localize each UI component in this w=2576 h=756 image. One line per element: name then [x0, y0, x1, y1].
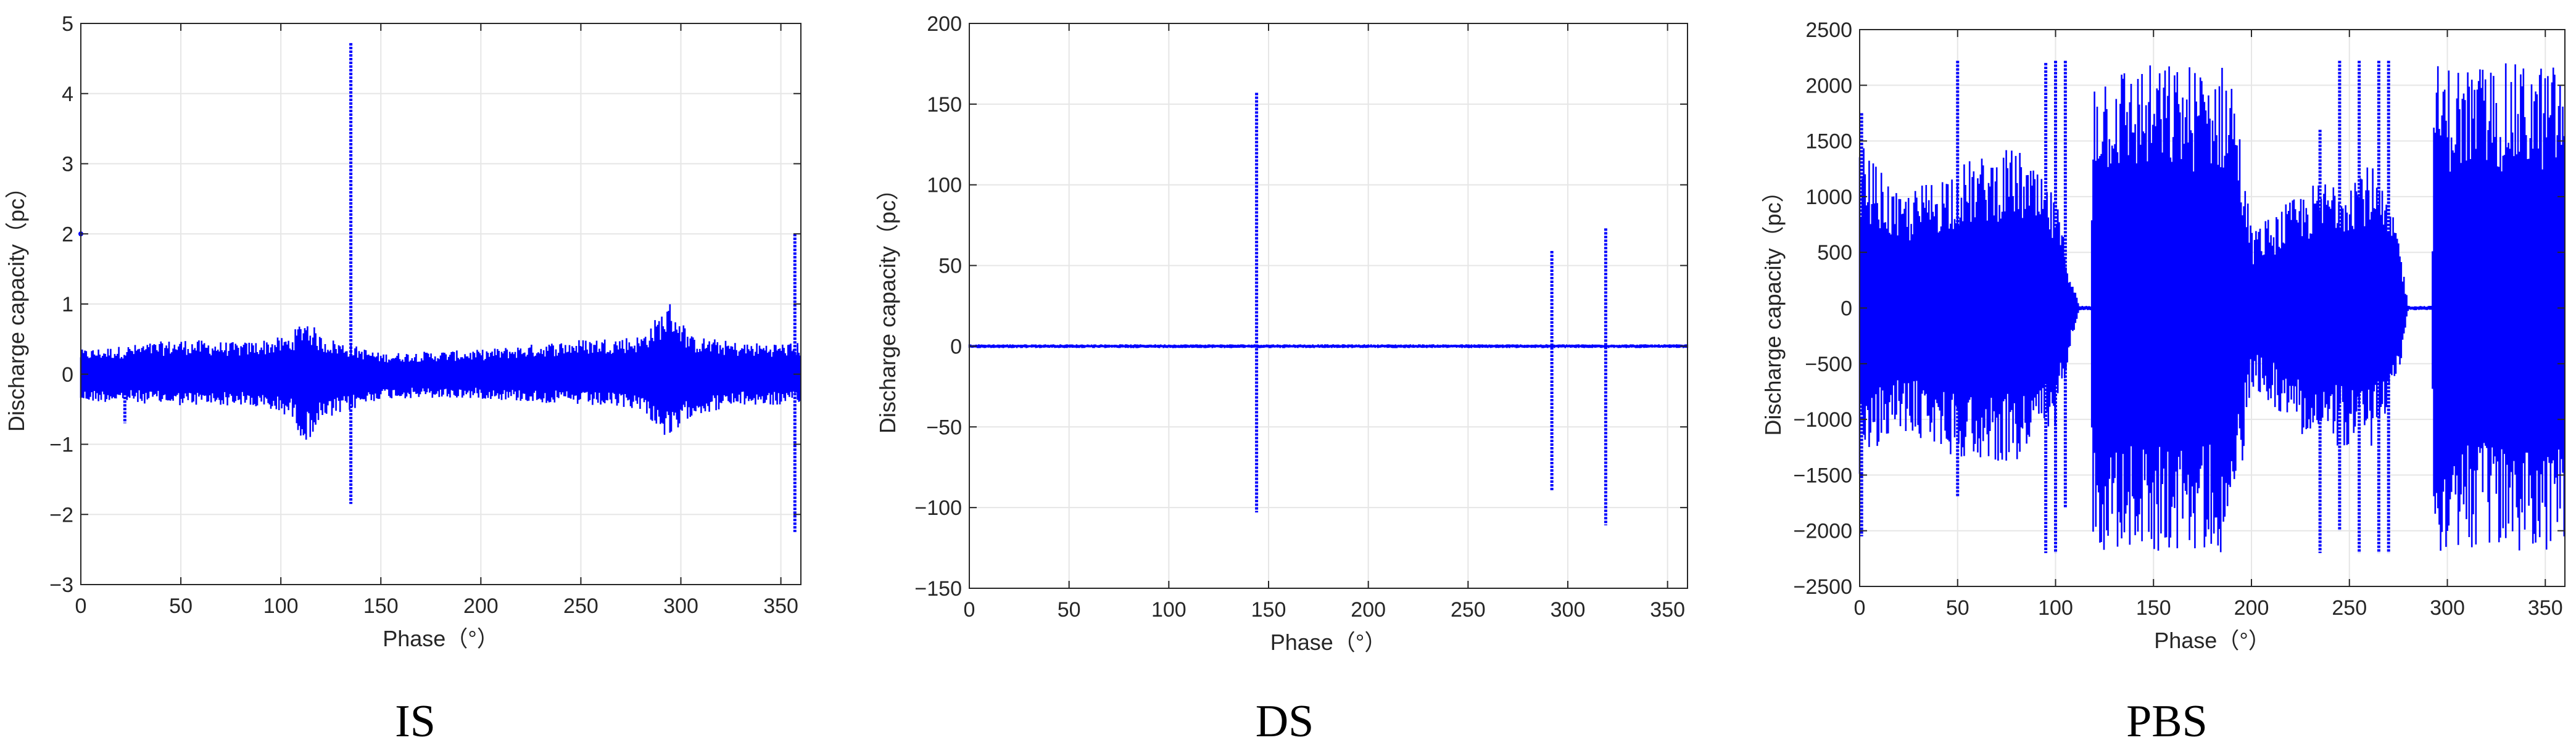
y-axis-label: Discharge capacity（pc）	[4, 176, 29, 432]
series-points	[80, 304, 801, 440]
x-tick-label: 200	[2234, 596, 2269, 620]
chart-is: 0 50 100 150 200 250 300 350 −3 −2 −1 0 1 2 3 4 5 Phase（°…	[4, 12, 801, 651]
y-tick-label: 0	[62, 363, 73, 387]
y-tick-label: 100	[927, 174, 962, 197]
y-tick-label: 1500	[1805, 130, 1852, 154]
y-tick-label: 500	[1817, 241, 1852, 265]
x-tick-label: 50	[1058, 598, 1081, 622]
chart-pbs: 0 50 100 150 200 250 300 350 −2500 −2000 −1500 −100…	[1760, 18, 2566, 653]
y-axis-label: Discharge capacity（pc）	[875, 178, 900, 433]
chart-panel-is: 0 50 100 150 200 250 300 350 −3 −2 −1 0 1 2 3 4 5 Phase（°…	[0, 0, 821, 756]
x-tick-label: 250	[563, 594, 598, 618]
y-tick-label: −1	[49, 433, 73, 457]
x-axis-label: Phase（°）	[2154, 628, 2270, 653]
x-tick-label: 150	[1251, 598, 1286, 622]
x-tick-label: 350	[2528, 596, 2563, 620]
y-tick-label: 5	[62, 12, 73, 36]
x-tick-label: 200	[1351, 598, 1386, 622]
y-tick-label: 50	[938, 255, 962, 278]
y-tick-label: 150	[927, 93, 962, 117]
y-tick-label: 0	[950, 335, 962, 358]
x-tick-label: 200	[463, 594, 499, 618]
y-tick-label: 4	[62, 83, 73, 106]
chart-caption-is: IS	[395, 696, 436, 747]
chart-caption-pbs: PBS	[2126, 696, 2208, 747]
y-tick-label: −150	[914, 577, 962, 601]
y-tick-label: −100	[914, 496, 962, 520]
y-tick-label: −2000	[1794, 520, 1853, 543]
y-tick-label: −500	[1805, 353, 1852, 376]
series-points	[1858, 63, 2566, 553]
x-tick-label: 100	[1151, 598, 1187, 622]
x-tick-label: 0	[75, 594, 87, 618]
x-tick-label: 100	[2038, 596, 2073, 620]
y-tick-label: 3	[62, 153, 73, 176]
y-axis-label: Discharge capacity（pc）	[1760, 180, 1786, 435]
chart-panel-ds: 0 50 100 150 200 250 300 350 −150 −100 −50 0 50 100 15…	[864, 0, 1715, 756]
y-tick-label: 200	[927, 12, 962, 36]
y-tick-label: −2	[49, 503, 73, 527]
series-points	[968, 344, 1689, 348]
y-tick-label: −1500	[1794, 464, 1853, 487]
x-axis-label: Phase（°）	[383, 626, 499, 651]
x-tick-label: 100	[263, 594, 299, 618]
y-tick-label: −3	[49, 573, 73, 597]
x-tick-label: 0	[964, 598, 975, 622]
x-tick-label: 50	[1946, 596, 1969, 620]
chart-panel-pbs: 0 50 100 150 200 250 300 350 −2500 −2000 −1500 −100…	[1746, 0, 2576, 756]
x-tick-label: 300	[663, 594, 698, 618]
y-tick-label: −50	[926, 416, 962, 439]
y-tick-label: 2500	[1805, 18, 1852, 42]
y-tick-label: −2500	[1794, 575, 1853, 599]
chart-caption-ds: DS	[1255, 696, 1314, 747]
x-tick-label: 350	[763, 594, 798, 618]
x-tick-label: 300	[2430, 596, 2465, 620]
x-tick-label: 50	[169, 594, 193, 618]
x-axis-label: Phase（°）	[1270, 630, 1386, 655]
y-tick-label: 1	[62, 293, 73, 316]
x-tick-label: 350	[1650, 598, 1685, 622]
chart-ds: 0 50 100 150 200 250 300 350 −150 −100 −50 0 50 100 15…	[875, 12, 1689, 655]
x-tick-label: 0	[1854, 596, 1866, 620]
x-tick-label: 250	[2332, 596, 2367, 620]
y-tick-label: −1000	[1794, 408, 1853, 432]
x-tick-label: 150	[363, 594, 399, 618]
x-tick-label: 150	[2136, 596, 2171, 620]
y-tick-label: 2000	[1805, 74, 1852, 97]
plot-area	[969, 23, 1688, 588]
y-tick-label: 2	[62, 223, 73, 246]
axes-box	[969, 23, 1688, 589]
y-tick-label: 1000	[1805, 186, 1852, 209]
x-tick-label: 300	[1551, 598, 1586, 622]
y-tick-label: 0	[1841, 297, 1852, 321]
x-tick-label: 250	[1451, 598, 1486, 622]
